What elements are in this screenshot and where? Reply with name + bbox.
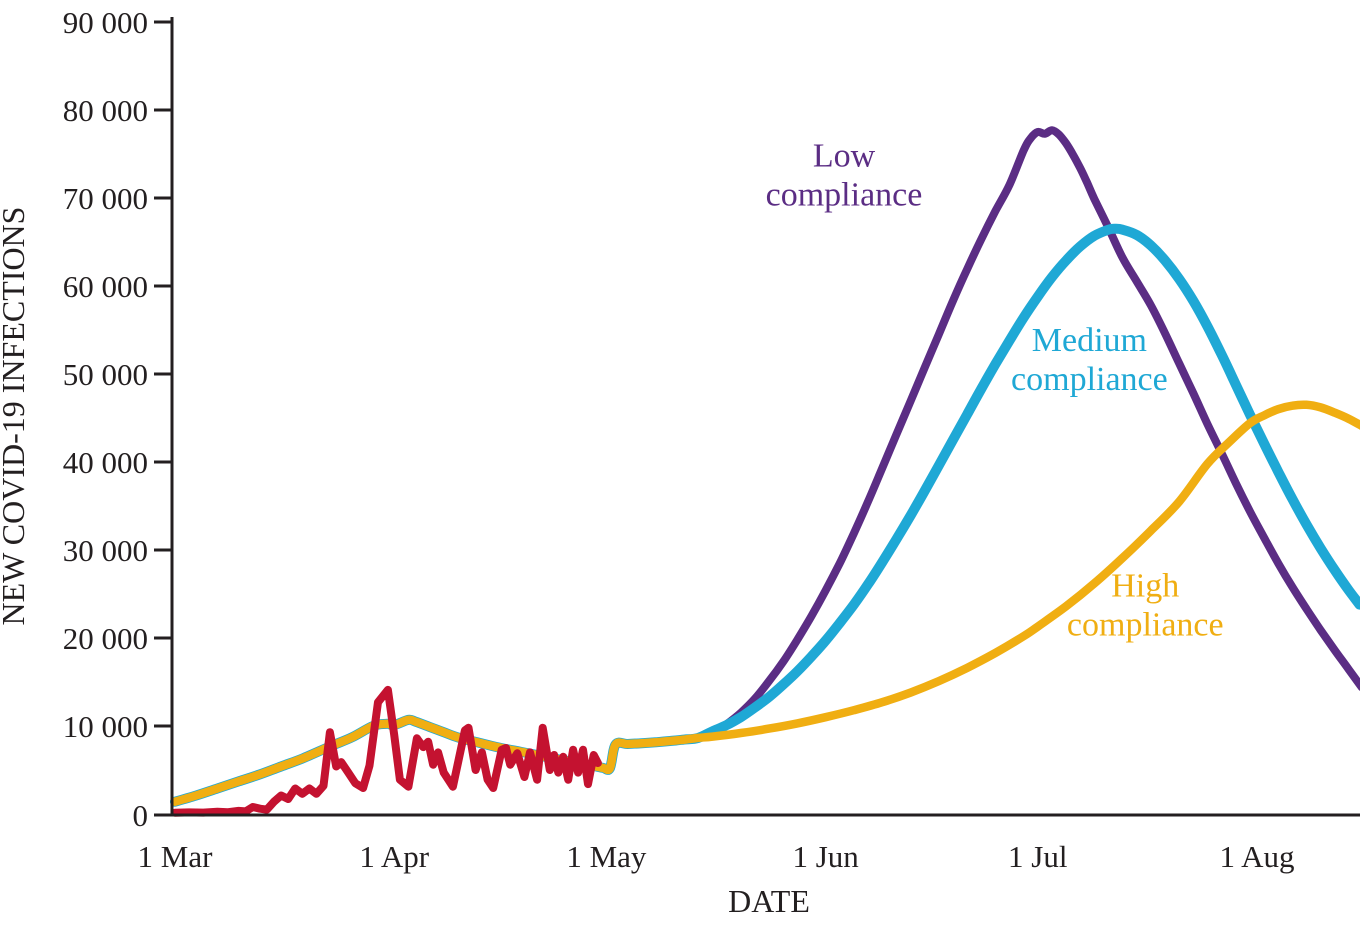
label-high-compliance-line-2: compliance: [1067, 607, 1224, 644]
label-high-compliance: High compliance: [1067, 568, 1224, 644]
x-tick-label: 1 Mar: [138, 839, 214, 874]
y-tick-label: 40 000: [63, 445, 148, 480]
x-tick-label: 1 May: [566, 839, 647, 874]
y-tick-label: 70 000: [63, 181, 148, 216]
label-low-compliance-line-2: compliance: [766, 176, 923, 213]
y-tick-label: 0: [133, 798, 149, 833]
label-low-compliance: Low compliance: [766, 137, 923, 213]
series-observed-cases-line: [171, 685, 602, 817]
y-tick-label: 10 000: [63, 709, 148, 744]
label-medium-compliance-line-1: Medium: [1032, 322, 1147, 359]
label-medium-compliance-line-2: compliance: [1011, 361, 1168, 398]
x-axis-title: DATE: [728, 883, 810, 919]
label-low-compliance-line-1: Low: [813, 137, 876, 174]
y-tick-label: 50 000: [63, 357, 148, 392]
label-medium-compliance: Medium compliance: [1011, 322, 1168, 398]
x-tick-label: 1 Jul: [1008, 839, 1067, 874]
x-tick-label: 1 Aug: [1220, 839, 1295, 874]
y-tick-label: 60 000: [63, 269, 148, 304]
y-tick-label: 80 000: [63, 93, 148, 128]
y-tick-label: 90 000: [63, 5, 148, 40]
x-tick-label: 1 Jun: [792, 839, 859, 874]
y-tick-label: 20 000: [63, 621, 148, 656]
series-medium-compliance-line: [170, 223, 1360, 807]
label-high-compliance-line-1: High: [1111, 568, 1179, 605]
x-tick-label: 1 Apr: [359, 839, 429, 874]
y-axis-title: NEW COVID-19 INFECTIONS: [0, 207, 31, 626]
y-tick-label: 30 000: [63, 533, 148, 568]
